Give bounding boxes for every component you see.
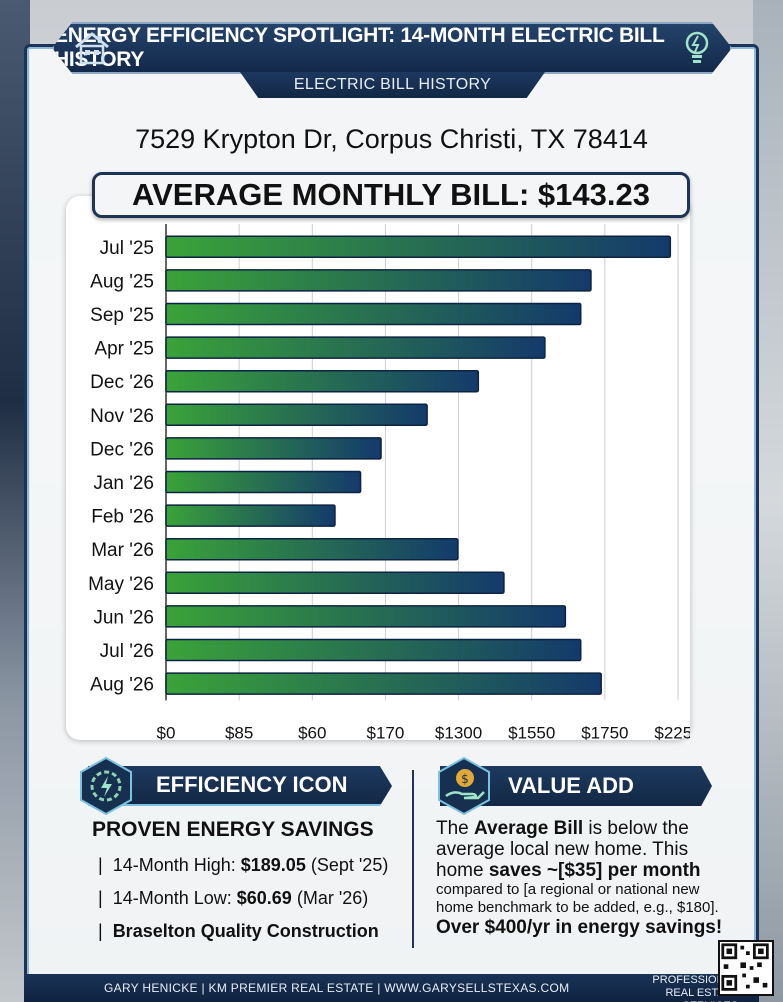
bar — [165, 537, 459, 561]
category-label: Jan '26 — [93, 473, 154, 494]
category-label: Feb '26 — [91, 507, 154, 528]
category-label: Sep '25 — [90, 305, 154, 326]
bar — [165, 269, 592, 292]
category-label: Jun '26 — [93, 607, 154, 628]
bar — [165, 403, 428, 427]
efficiency-banner-label: EFFICIENCY ICON — [156, 772, 348, 797]
value-add-banner-label: VALUE ADD — [508, 773, 634, 798]
average-bill-label: AVERAGE MONTHLY BILL: $143.23 — [132, 177, 650, 212]
column-divider — [412, 770, 414, 948]
property-address: 7529 Krypton Dr, Corpus Christi, TX 7841… — [135, 124, 648, 154]
construction-stat: | Braselton Quality Construction — [98, 916, 402, 949]
badge-line1: PROFESSIONAL — [652, 974, 738, 986]
bar — [165, 605, 567, 628]
bullet: | — [98, 888, 103, 908]
bar — [165, 470, 362, 494]
category-label: Nov '26 — [90, 406, 154, 427]
category-label: Dec '26 — [90, 439, 154, 460]
value-text-c: is below the average local new home. Thi… — [436, 818, 689, 881]
value-paragraph: The Average Bill is below the average lo… — [436, 818, 736, 881]
hand-coin-icon: $ — [438, 756, 490, 816]
bar — [165, 571, 505, 595]
house-icon — [75, 32, 109, 65]
low-note: (Mar '26) — [291, 888, 369, 908]
title-banner: ENERGY EFFICIENCY SPOTLIGHT: 14-MONTH EL… — [52, 22, 732, 74]
value-text-bold: Average Bill — [474, 818, 584, 839]
high-label: 14-Month High: — [112, 855, 241, 875]
x-tick-label: $60 — [298, 723, 326, 740]
bar — [165, 235, 672, 259]
bar — [165, 504, 336, 527]
category-label: Aug '25 — [90, 271, 154, 292]
low-label: 14-Month Low: — [112, 888, 237, 908]
bar — [165, 638, 582, 662]
efficiency-banner: EFFICIENCY ICON — [88, 766, 392, 806]
page-title: ENERGY EFFICIENCY SPOTLIGHT: 14-MONTH EL… — [54, 24, 665, 71]
x-tick-label: $85 — [225, 723, 253, 740]
high-note: (Sept '25) — [305, 855, 389, 875]
bullet: | — [98, 921, 103, 941]
efficiency-content: PROVEN ENERGY SAVINGS | 14-Month High: $1… — [92, 818, 402, 949]
category-label: Dec '26 — [90, 372, 154, 393]
bar — [165, 672, 602, 695]
category-label: Jul '26 — [100, 641, 154, 662]
proven-savings-heading: PROVEN ENERGY SAVINGS — [92, 818, 374, 841]
category-label: Aug '26 — [90, 675, 154, 696]
value-savings: saves ~[$35] per month — [488, 860, 701, 881]
footer: GARY HENICKE | KM PREMIER REAL ESTATE | … — [24, 974, 759, 1002]
x-tick-label: $1750 — [581, 723, 628, 740]
category-label: Mar '26 — [91, 540, 154, 561]
category-label: May '26 — [88, 574, 154, 595]
category-label: Apr '25 — [94, 339, 154, 360]
footer-text: GARY HENICKE | KM PREMIER REAL ESTATE | … — [104, 981, 570, 995]
x-tick-label: $1550 — [508, 723, 555, 740]
value-text-a: The — [436, 818, 475, 839]
bar-chart: $0 $85 $60 $170 $1300 $1550 $1750 $2250 Jul '25 A… — [88, 224, 690, 740]
low-value: $60.69 — [236, 888, 292, 908]
bar — [165, 302, 582, 326]
svg-text:$: $ — [461, 772, 469, 786]
value-add-content: The Average Bill is below the average lo… — [436, 818, 736, 939]
x-tick-label: $1300 — [435, 723, 482, 740]
subtitle-banner: ELECTRIC BILL HISTORY — [240, 72, 545, 98]
bullet: | — [98, 855, 103, 875]
high-value: $189.05 — [240, 855, 306, 875]
high-stat: | 14-Month High: $189.05 (Sept '25) — [98, 850, 402, 883]
construction-label: Braselton Quality Construction — [112, 921, 379, 941]
bar — [165, 437, 382, 460]
qr-code-icon[interactable] — [718, 940, 774, 996]
x-tick-label: $2250 — [654, 723, 690, 740]
lightbulb-icon — [685, 31, 709, 63]
value-benchmark: compared to [a regional or national new … — [436, 881, 719, 916]
lightning-gear-icon — [80, 756, 132, 816]
average-bill-box: AVERAGE MONTHLY BILL: $143.23 — [92, 172, 690, 218]
low-stat: | 14-Month Low: $60.69 (Mar '26) — [98, 883, 402, 916]
category-label: Jul '25 — [100, 238, 154, 259]
subtitle: ELECTRIC BILL HISTORY — [293, 76, 492, 93]
x-tick-label: $170 — [367, 723, 405, 740]
bar — [165, 336, 546, 359]
value-annual-savings: Over $400/yr in energy savings! — [436, 917, 723, 938]
x-tick-label: $0 — [157, 723, 176, 740]
bar — [165, 369, 480, 393]
